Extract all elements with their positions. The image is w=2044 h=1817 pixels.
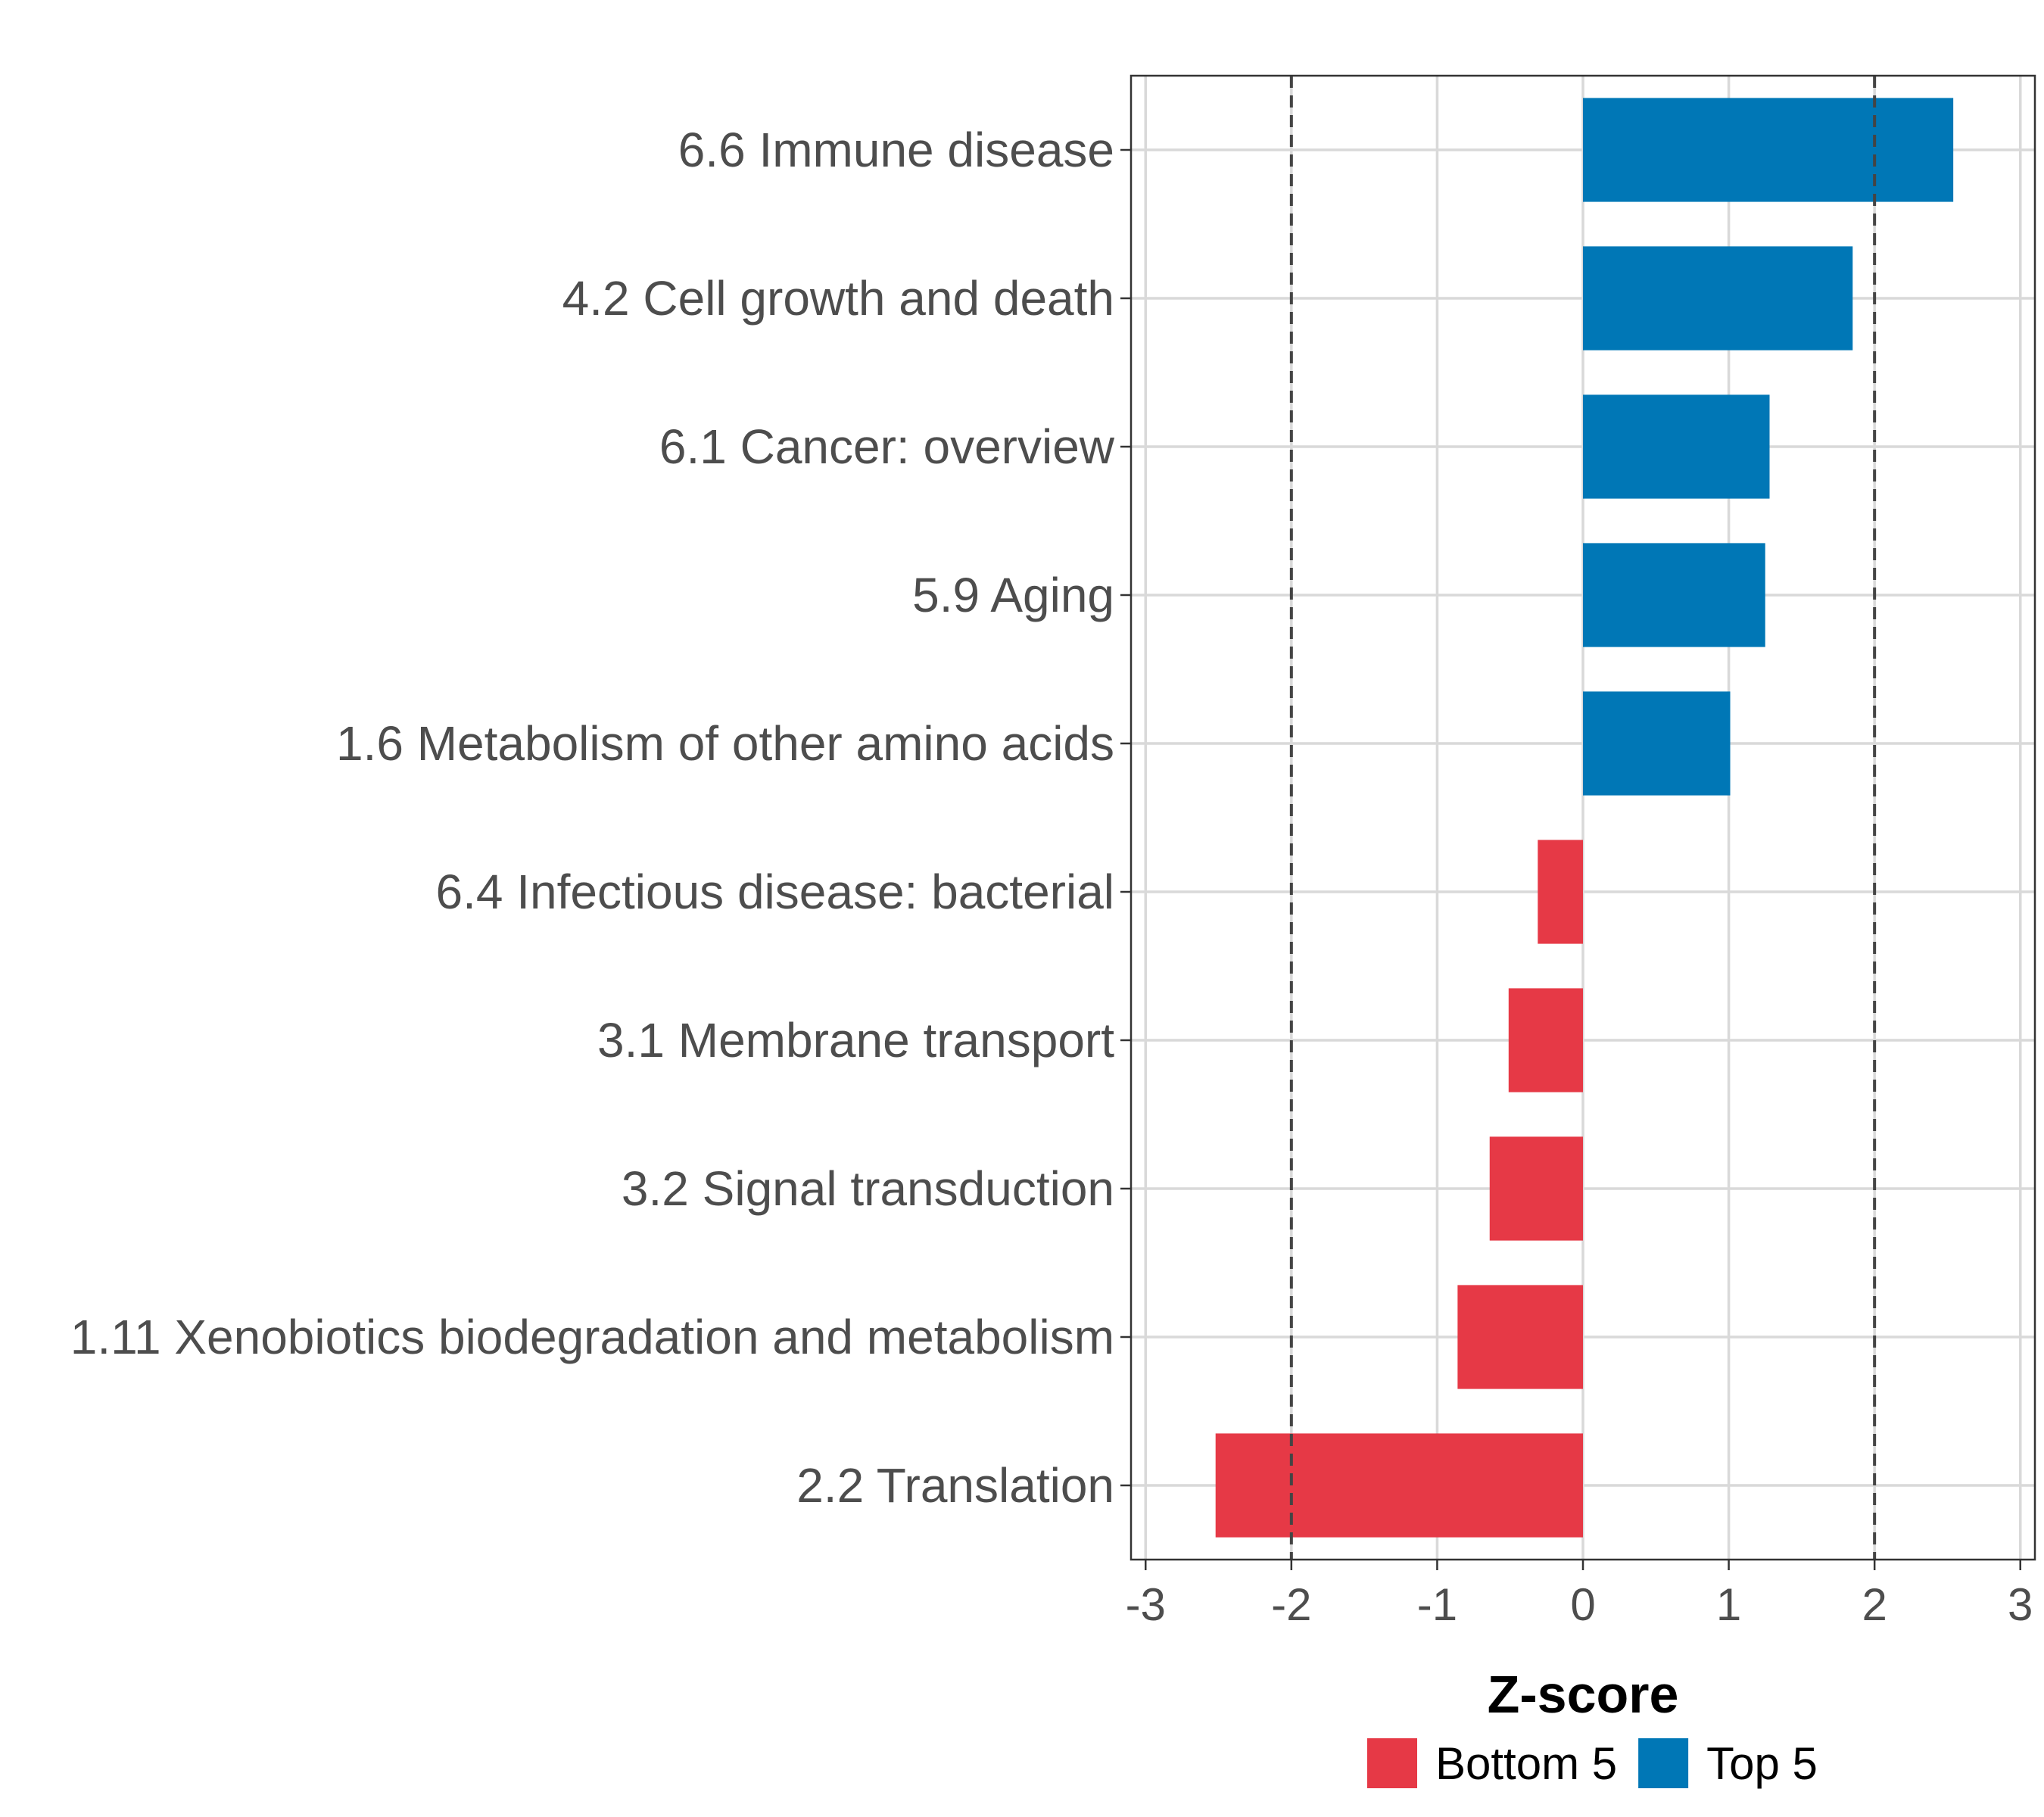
reference-lines bbox=[1289, 76, 1877, 1560]
x-tick-label-0: -3 bbox=[1126, 1579, 1166, 1630]
category-label-5: 6.4 Infectious disease: bacterial bbox=[435, 865, 1114, 919]
x-tick-label-2: -1 bbox=[1417, 1579, 1457, 1630]
category-label-9: 2.2 Translation bbox=[796, 1458, 1114, 1513]
category-label-1: 4.2 Cell growth and death bbox=[562, 271, 1114, 326]
legend: Bottom 5 Top 5 bbox=[1367, 1738, 1818, 1789]
legend-label-1: Top 5 bbox=[1706, 1738, 1818, 1789]
x-tick-label-5: 2 bbox=[1862, 1579, 1887, 1630]
bar-2 bbox=[1583, 394, 1770, 499]
bar-3 bbox=[1583, 543, 1765, 647]
x-axis-title: Z-score bbox=[1488, 1665, 1679, 1724]
bar-4 bbox=[1583, 691, 1731, 796]
bar-7 bbox=[1489, 1136, 1583, 1241]
x-tick-label-6: 3 bbox=[2008, 1579, 2033, 1630]
bar-9 bbox=[1215, 1433, 1583, 1538]
x-tick-label-3: 0 bbox=[1570, 1579, 1595, 1630]
x-axis: -3 -2 -1 0 1 2 3 bbox=[1126, 1560, 2033, 1630]
legend-swatch-1 bbox=[1638, 1738, 1689, 1788]
bar-1 bbox=[1583, 246, 1853, 351]
category-label-6: 3.1 Membrane transport bbox=[597, 1013, 1114, 1067]
x-tick-label-1: -2 bbox=[1271, 1579, 1311, 1630]
bar-8 bbox=[1457, 1285, 1583, 1389]
bar-6 bbox=[1508, 988, 1583, 1092]
bars bbox=[1215, 98, 1954, 1538]
bar-5 bbox=[1538, 840, 1583, 944]
category-label-0: 6.6 Immune disease bbox=[678, 123, 1114, 177]
legend-swatch-0 bbox=[1367, 1738, 1417, 1788]
category-label-8: 1.11 Xenobiotics biodegradation and meta… bbox=[70, 1310, 1114, 1364]
legend-label-0: Bottom 5 bbox=[1435, 1738, 1617, 1789]
category-label-7: 3.2 Signal transduction bbox=[622, 1161, 1114, 1216]
y-axis: 6.6 Immune disease 4.2 Cell growth and de… bbox=[70, 123, 1131, 1513]
category-label-2: 6.1 Cancer: overview bbox=[659, 419, 1115, 474]
x-tick-label-4: 1 bbox=[1716, 1579, 1741, 1630]
bar-0 bbox=[1583, 98, 1954, 202]
category-label-3: 5.9 Aging bbox=[912, 568, 1114, 622]
category-label-4: 1.6 Metabolism of other amino acids bbox=[336, 716, 1114, 771]
